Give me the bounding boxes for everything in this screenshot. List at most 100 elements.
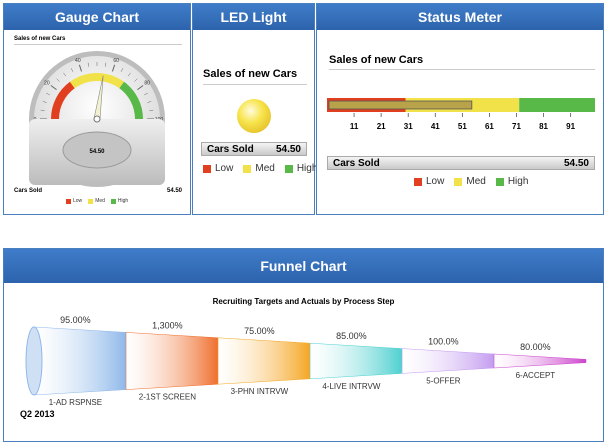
status-panel-title: Status Meter bbox=[317, 4, 603, 30]
gauge-tick bbox=[137, 85, 144, 91]
gauge-tick bbox=[63, 72, 67, 77]
gauge-tick bbox=[40, 109, 45, 111]
led-label: Cars Sold bbox=[207, 143, 254, 155]
gauge-readout bbox=[62, 131, 132, 169]
led-bulb bbox=[237, 99, 271, 133]
funnel-segment bbox=[493, 353, 587, 369]
status-label: Cars Sold bbox=[333, 157, 380, 169]
gauge-tick bbox=[42, 101, 47, 103]
funnel-chart: 95.00% 1-AD RSPNSE 1,300% 2-1ST SCREEN 75.00… bbox=[25, 315, 587, 407]
gauge-tick bbox=[134, 78, 138, 82]
gauge-tick-label: 60 bbox=[113, 58, 119, 64]
status-legend: Low Med High bbox=[414, 176, 528, 187]
gauge-tick bbox=[46, 92, 50, 96]
gauge-tick-label: 80 bbox=[144, 81, 150, 87]
legend-item-high: High bbox=[110, 198, 129, 204]
status-caption-rule bbox=[329, 69, 595, 70]
legend-swatch bbox=[284, 164, 293, 173]
status-tick-label: 21 bbox=[377, 122, 386, 131]
gauge-tick bbox=[111, 64, 116, 72]
status-caption: Sales of new Cars bbox=[329, 54, 424, 66]
funnel-value-label: 80.00% bbox=[520, 342, 551, 352]
gauge-needle-hub bbox=[93, 115, 101, 123]
led-panel: LED Light Sales of new Cars Cars Sold 54… bbox=[192, 3, 317, 215]
gauge-tick bbox=[70, 68, 74, 72]
status-value-bar bbox=[328, 100, 473, 110]
status-band-high bbox=[519, 98, 595, 112]
legend-swatch bbox=[88, 198, 94, 204]
gauge-readout-value: 54.50 bbox=[89, 149, 105, 155]
led-caption: Sales of new Cars bbox=[203, 68, 298, 80]
funnel-chart-title: Recruiting Targets and Actuals by Proces… bbox=[212, 297, 395, 306]
funnel-segment bbox=[309, 342, 403, 380]
legend-label: Med bbox=[466, 176, 486, 187]
gauge-footer-value: 54.50 bbox=[166, 188, 182, 194]
status-tick-label: 11 bbox=[350, 122, 359, 131]
led-caption-rule bbox=[203, 84, 307, 85]
gauge-tick bbox=[144, 92, 148, 96]
funnel-segment bbox=[125, 332, 219, 390]
gauge-chart: 020406080100 54.50 bbox=[29, 51, 165, 187]
legend-label: High bbox=[296, 163, 318, 174]
status-value-box: Cars Sold 54.50 bbox=[327, 156, 595, 170]
status-tick-label: 41 bbox=[431, 122, 440, 131]
legend-item-high: High bbox=[495, 176, 528, 187]
led-legend: Low Med High bbox=[203, 163, 317, 174]
status-tick-label: 51 bbox=[458, 122, 467, 131]
gauge-legend: Low Med High bbox=[66, 198, 128, 204]
legend-swatch bbox=[495, 177, 504, 186]
legend-label: Low bbox=[73, 198, 83, 204]
legend-label: Low bbox=[426, 176, 445, 187]
gauge-caption-rule bbox=[14, 44, 182, 45]
gauge-tick bbox=[105, 62, 107, 67]
funnel-mouth bbox=[25, 326, 43, 396]
gauge-tick bbox=[50, 85, 57, 91]
gauge-tick bbox=[56, 78, 60, 82]
status-tick-label: 31 bbox=[404, 122, 413, 131]
legend-swatch bbox=[454, 177, 463, 186]
gauge-tick-label: 40 bbox=[75, 58, 81, 64]
legend-item-low: Low bbox=[66, 198, 82, 204]
gauge-band-med bbox=[69, 73, 125, 89]
funnel-panel-title: Funnel Chart bbox=[4, 249, 603, 283]
legend-label: Med bbox=[255, 163, 275, 174]
legend-label: Med bbox=[95, 198, 105, 204]
status-tick-label: 71 bbox=[512, 122, 521, 131]
gauge-caption: Sales of new Cars bbox=[14, 36, 66, 42]
legend-label: Low bbox=[215, 163, 234, 174]
gauge-tick bbox=[147, 101, 152, 103]
funnel-category-label: 4-LIVE INTRVW bbox=[322, 382, 381, 391]
gauge-tick bbox=[120, 68, 124, 72]
status-value: 54.50 bbox=[563, 157, 589, 169]
gauge-panel-title: Gauge Chart bbox=[4, 4, 190, 30]
funnel-segment bbox=[33, 326, 127, 396]
funnel-value-label: 85.00% bbox=[336, 331, 367, 341]
led-panel-title: LED Light bbox=[193, 4, 314, 30]
legend-swatch bbox=[243, 164, 252, 173]
gauge-tick-label: 20 bbox=[44, 81, 50, 87]
funnel-segment bbox=[217, 337, 311, 385]
gauge-band-low bbox=[51, 81, 75, 119]
funnel-footer: Q2 2013 bbox=[20, 409, 55, 419]
gauge-panel: Gauge Chart Sales of new Cars 0204060801… bbox=[3, 3, 191, 215]
funnel-value-label: 1,300% bbox=[152, 320, 183, 330]
legend-item-med: Med bbox=[454, 176, 486, 187]
led-value-bar: Cars Sold 54.50 bbox=[201, 142, 307, 156]
funnel-panel: Funnel Chart Recruiting Targets and Actu… bbox=[3, 248, 604, 442]
legend-swatch bbox=[414, 177, 422, 186]
status-meter: 11 21 31 41 51 61 71 81 91 bbox=[327, 98, 595, 131]
funnel-category-label: 1-AD RSPNSE bbox=[49, 398, 102, 407]
gauge-tick bbox=[127, 72, 131, 77]
gauge-tick bbox=[78, 64, 83, 72]
legend-item-med: Med bbox=[88, 198, 105, 204]
gauge-band-high bbox=[119, 81, 143, 119]
legend-label: High bbox=[117, 198, 129, 204]
legend-item-low: Low bbox=[203, 163, 233, 174]
status-tick-label: 81 bbox=[539, 122, 548, 131]
status-tick-label: 91 bbox=[566, 122, 575, 131]
funnel-value-label: 95.00% bbox=[60, 315, 91, 325]
gauge-tick bbox=[87, 62, 89, 67]
status-tick-label: 61 bbox=[485, 122, 494, 131]
funnel-category-label: 2-1ST SCREEN bbox=[139, 393, 196, 402]
funnel-category-label: 6-ACCEPT bbox=[516, 371, 556, 380]
